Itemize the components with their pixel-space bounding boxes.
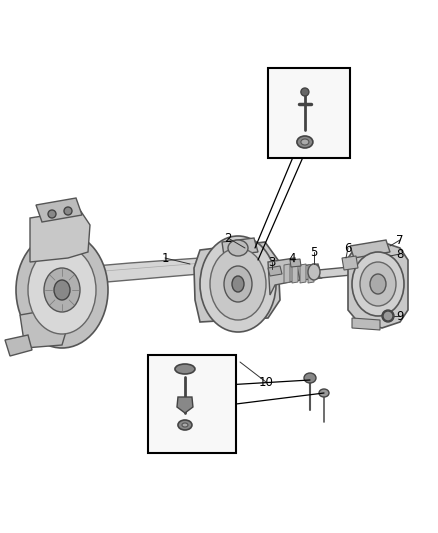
Ellipse shape [44,268,80,312]
Text: 1: 1 [161,252,169,264]
Ellipse shape [224,266,252,302]
Polygon shape [292,264,298,283]
Polygon shape [5,335,32,356]
Ellipse shape [308,264,320,280]
Polygon shape [280,264,322,282]
Ellipse shape [48,210,56,218]
Ellipse shape [182,423,188,427]
Ellipse shape [370,274,386,294]
Polygon shape [352,318,380,330]
Ellipse shape [352,252,404,316]
Ellipse shape [301,139,309,145]
Ellipse shape [175,364,195,374]
Ellipse shape [64,207,72,215]
Polygon shape [177,397,193,413]
Ellipse shape [382,310,394,322]
Ellipse shape [178,420,192,430]
Ellipse shape [319,389,329,397]
Ellipse shape [16,232,108,348]
Ellipse shape [304,373,316,383]
Ellipse shape [228,240,248,256]
Polygon shape [30,210,90,262]
Polygon shape [268,258,300,295]
Polygon shape [318,266,362,278]
Text: 8: 8 [396,247,404,261]
Text: 9: 9 [396,310,404,322]
Polygon shape [268,266,282,276]
Polygon shape [20,308,68,348]
Polygon shape [300,264,306,283]
Ellipse shape [297,136,313,148]
Polygon shape [194,242,280,322]
Polygon shape [284,264,290,283]
Polygon shape [36,198,82,222]
Ellipse shape [28,246,96,334]
Polygon shape [308,264,314,283]
Ellipse shape [210,248,266,320]
Ellipse shape [54,280,70,300]
Text: 6: 6 [344,241,352,254]
Text: 3: 3 [268,255,276,269]
Ellipse shape [383,311,393,321]
Text: 7: 7 [396,233,404,246]
Ellipse shape [232,276,244,292]
Polygon shape [290,259,301,267]
Ellipse shape [301,88,309,96]
Polygon shape [342,256,358,270]
Polygon shape [350,240,390,258]
Text: 4: 4 [288,252,296,264]
Polygon shape [348,244,408,328]
Polygon shape [18,256,240,292]
Text: 10: 10 [258,376,273,389]
Polygon shape [222,238,258,256]
Ellipse shape [200,236,276,332]
Text: 2: 2 [224,231,232,245]
Bar [268,68,350,158]
Text: 5: 5 [310,246,318,259]
Bar [148,355,236,453]
Ellipse shape [360,262,396,306]
